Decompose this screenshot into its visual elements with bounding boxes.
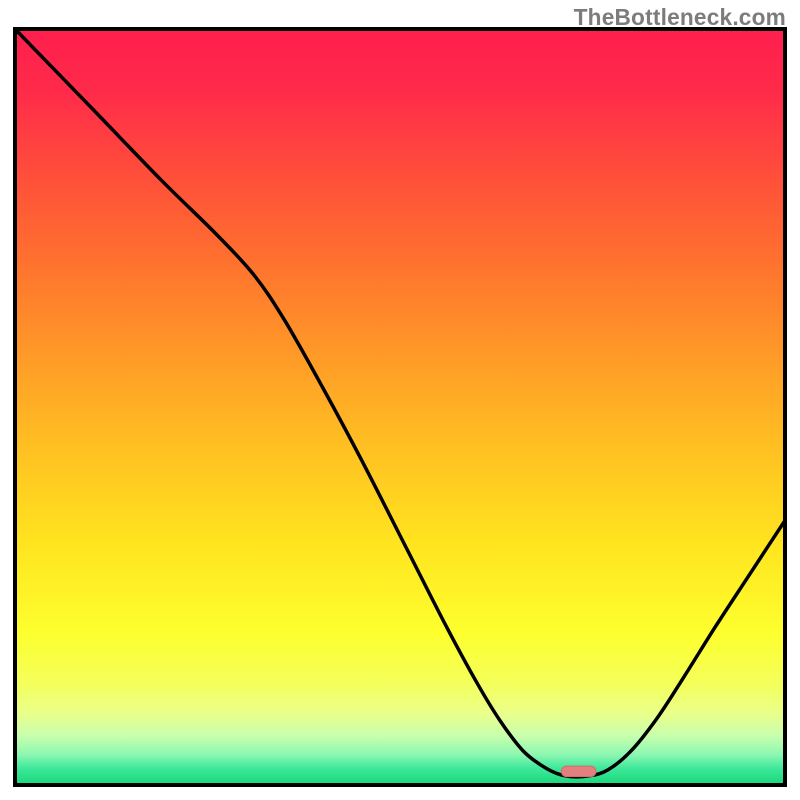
watermark-text: TheBottleneck.com	[574, 4, 786, 31]
gradient-background	[15, 29, 785, 785]
bottleneck-chart	[0, 0, 800, 800]
chart-container: TheBottleneck.com	[0, 0, 800, 800]
optimal-marker	[561, 766, 596, 777]
plot-area	[15, 29, 785, 785]
